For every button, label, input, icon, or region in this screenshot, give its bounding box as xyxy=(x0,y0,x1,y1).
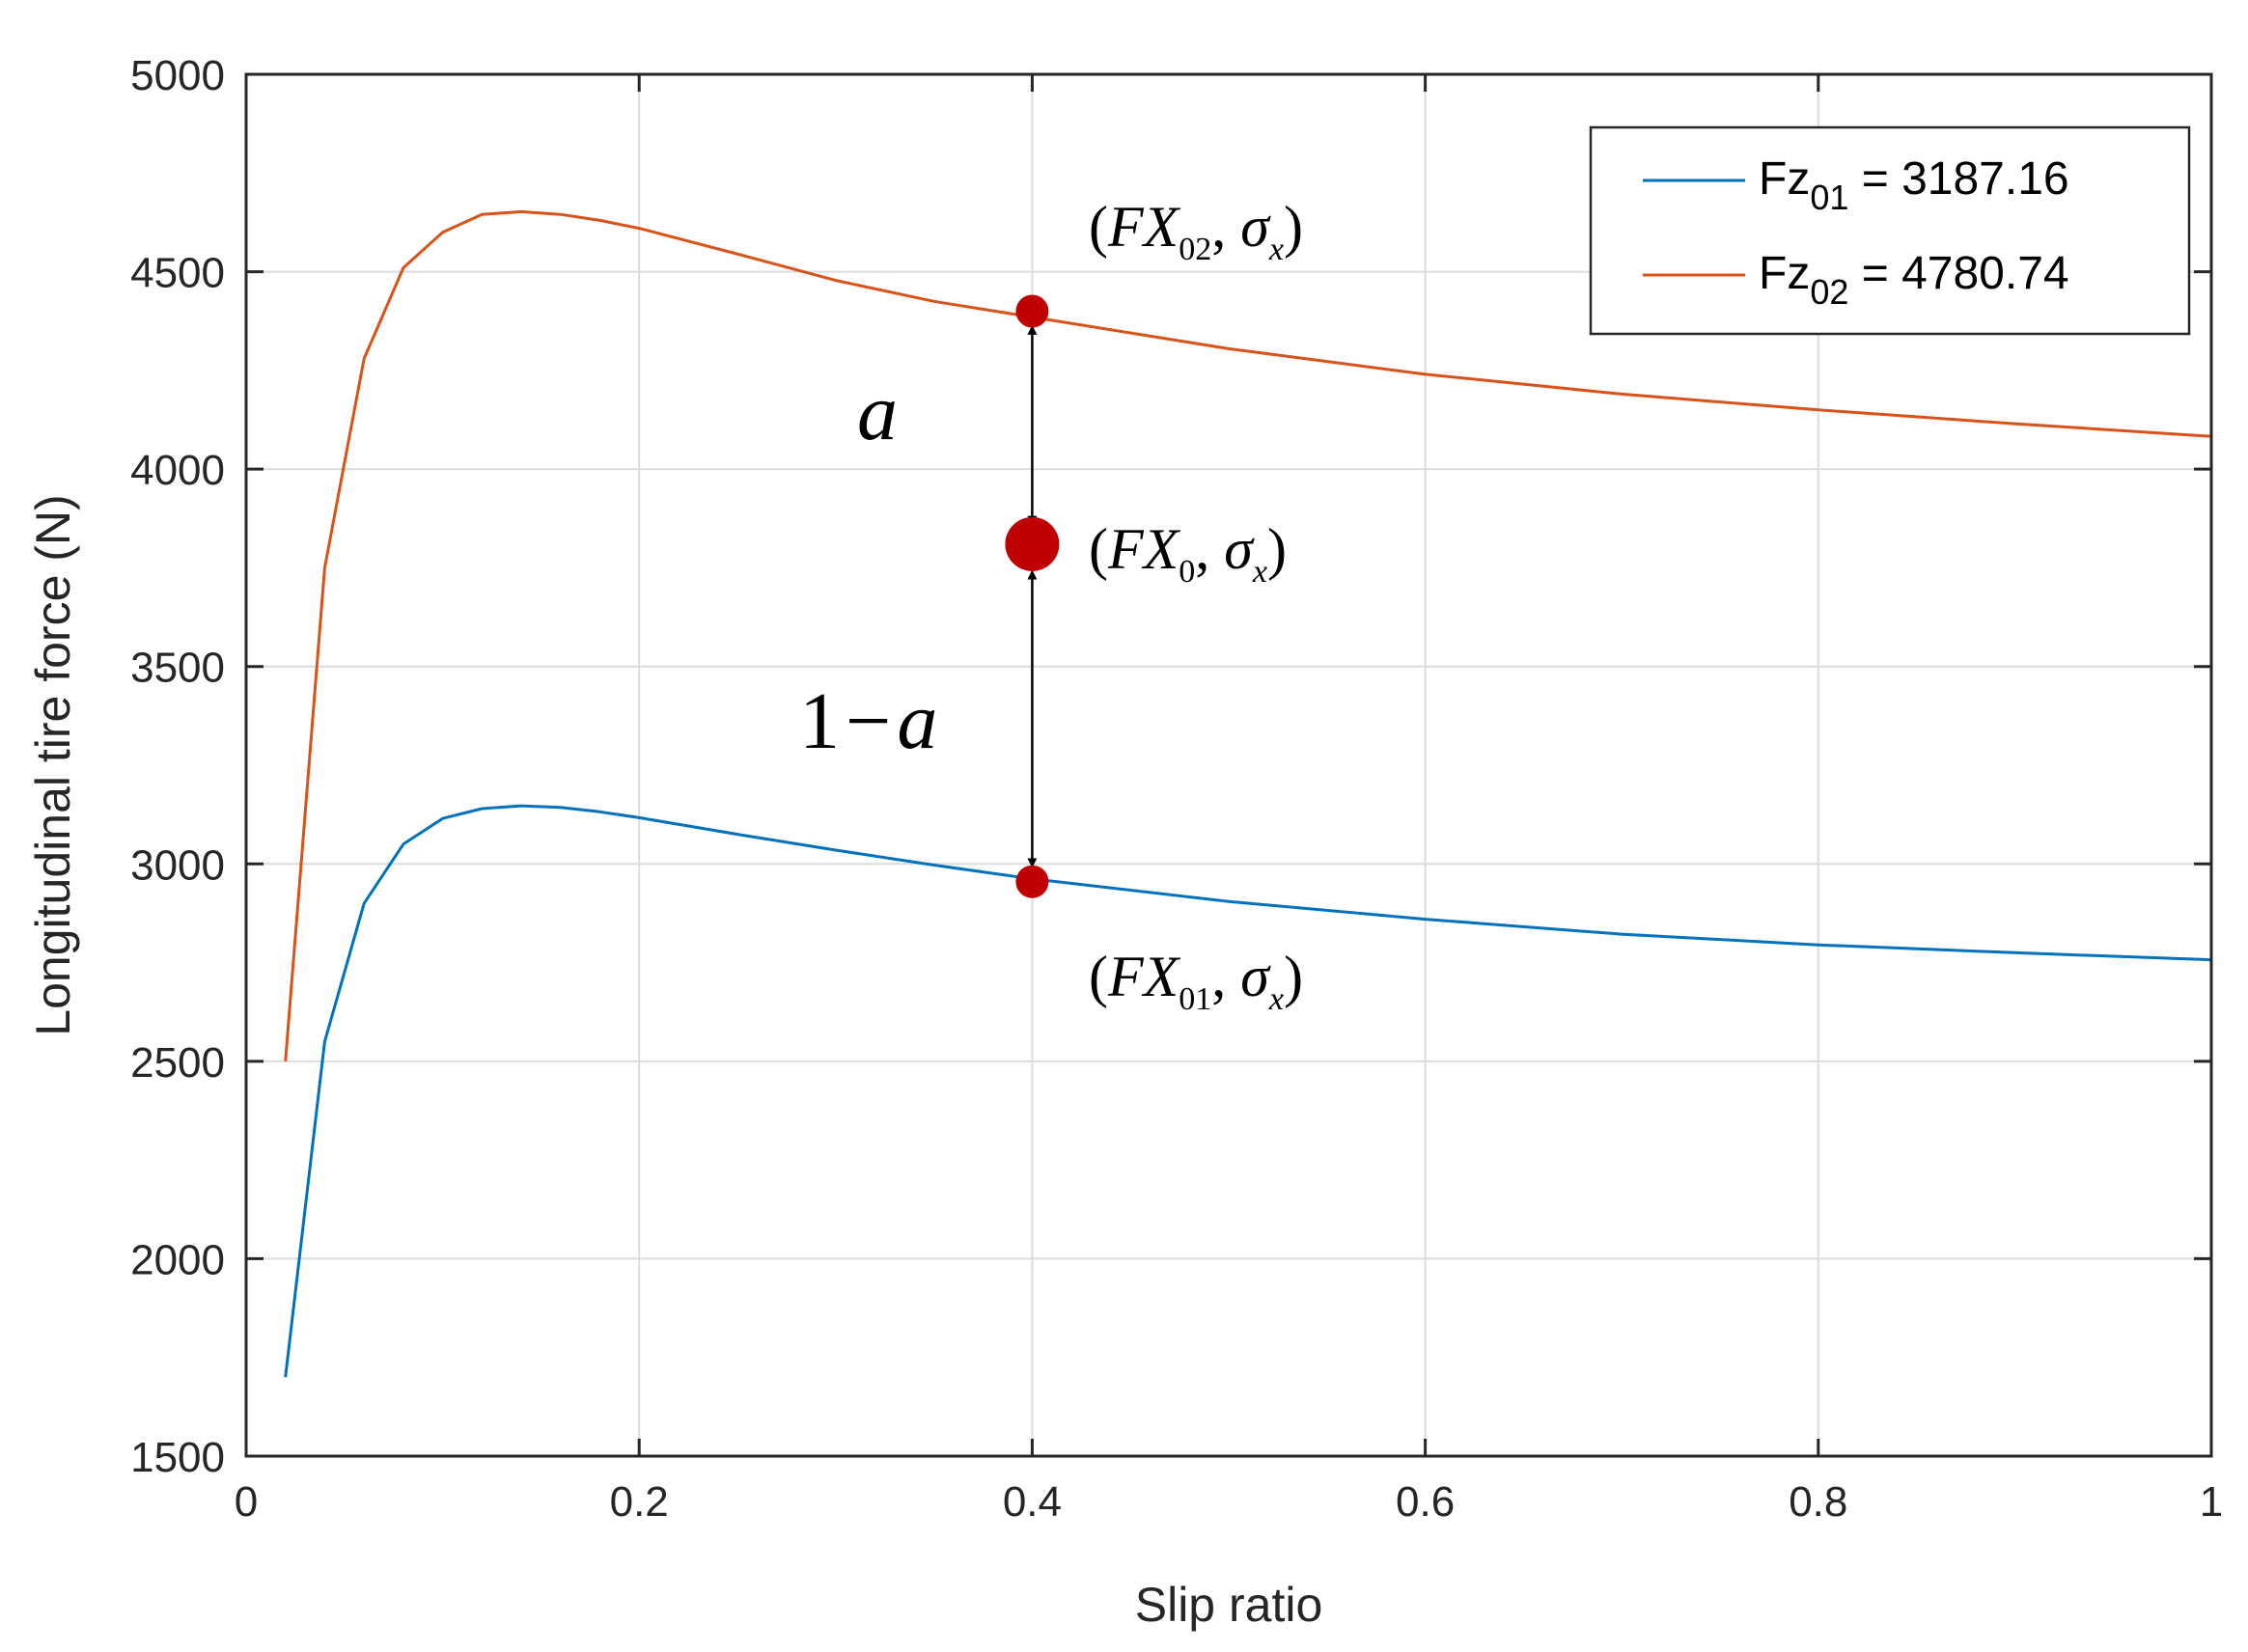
fx02-open: ( xyxy=(1089,195,1108,259)
x-tick-label: 0.2 xyxy=(610,1478,669,1526)
fx0-comma: , xyxy=(1195,517,1224,581)
x-tick-label: 0.4 xyxy=(1003,1478,1062,1526)
point-fx0 xyxy=(1005,516,1060,571)
legend-box xyxy=(1589,125,2191,336)
legend-label-fz02: Fz02 = 4780.74 xyxy=(1759,248,2069,312)
legend-fz02-main: Fz xyxy=(1759,248,1810,299)
fx01-open: ( xyxy=(1089,945,1108,1008)
ticks xyxy=(244,72,2213,1458)
fx01-comma: , xyxy=(1211,945,1240,1008)
markers-group xyxy=(1005,294,1060,898)
y-tick-label: 3000 xyxy=(130,841,225,889)
legend-fz01-value: = 3187.16 xyxy=(1848,153,2068,205)
y-tick-label: 4500 xyxy=(130,250,225,297)
x-tick-label: 0.6 xyxy=(1396,1478,1455,1526)
series-line-fz01 xyxy=(284,804,2212,1378)
point-fx02 xyxy=(1015,294,1049,328)
y-tick-label: 4000 xyxy=(130,447,225,494)
legend-fz01-sub: 01 xyxy=(1810,178,1848,217)
legend-fz01-main: Fz xyxy=(1759,153,1810,205)
fx01-sigma-sub: x xyxy=(1268,981,1284,1017)
fx02-main: FX xyxy=(1107,195,1181,259)
fx01-main: FX xyxy=(1107,945,1181,1008)
annotation-fx0: (FX0, σx) xyxy=(1089,517,1287,590)
fx02-close: ) xyxy=(1284,195,1303,259)
series-line-fz02 xyxy=(284,209,2212,1062)
fx01-close: ) xyxy=(1284,945,1303,1008)
annotation-fx01: (FX01, σx) xyxy=(1089,945,1303,1017)
fx0-main: FX xyxy=(1107,517,1181,581)
y-axis-label: Longitudinal tire force (N) xyxy=(26,494,80,1035)
annotation-fx02: (FX02, σx) xyxy=(1089,195,1303,267)
plot-frame xyxy=(244,72,2213,1458)
tick-labels: 0 0.2 0.4 0.6 0.8 1 1500 2000 2500 3000 3500 4000 45… xyxy=(130,52,2223,1526)
fx0-open: ( xyxy=(1089,517,1108,581)
annotation-1-minus-a: 1−a xyxy=(799,676,937,766)
one-minus-a-minus: − xyxy=(846,676,891,766)
x-tick-label: 0.8 xyxy=(1789,1478,1847,1526)
fx02-sub: 02 xyxy=(1179,232,1211,267)
legend-fz02-sub: 02 xyxy=(1810,272,1848,312)
point-fx01 xyxy=(1015,865,1049,898)
fx02-sigma: σ xyxy=(1240,195,1271,259)
y-tick-label: 5000 xyxy=(130,52,225,99)
legend-label-fz01: Fz01 = 3187.16 xyxy=(1759,153,2069,217)
y-tick-label: 1500 xyxy=(130,1434,225,1481)
fx0-sub: 0 xyxy=(1179,554,1195,590)
y-tick-label: 2500 xyxy=(130,1039,225,1087)
fx0-sigma-sub: x xyxy=(1252,554,1267,590)
series-group xyxy=(284,209,2212,1378)
fx02-sigma-sub: x xyxy=(1268,232,1284,267)
legend-fz02-value: = 4780.74 xyxy=(1848,248,2068,299)
fx02-comma: , xyxy=(1211,195,1240,259)
x-tick-label: 0 xyxy=(235,1478,258,1526)
fx01-sub: 01 xyxy=(1179,981,1211,1017)
annotation-a: a xyxy=(857,368,898,457)
one-minus-a-a: a xyxy=(897,676,937,766)
fx0-close: ) xyxy=(1267,517,1287,581)
y-tick-label: 3500 xyxy=(130,645,225,692)
fx0-sigma: σ xyxy=(1224,517,1255,581)
one-minus-a-one: 1 xyxy=(799,676,840,766)
legend: Fz01 = 3187.16 Fz02 = 4780.74 xyxy=(1589,125,2191,336)
y-tick-label: 2000 xyxy=(130,1236,225,1283)
x-tick-label: 1 xyxy=(2200,1478,2223,1526)
fx01-sigma: σ xyxy=(1240,945,1271,1008)
x-axis-label: Slip ratio xyxy=(1135,1578,1323,1632)
